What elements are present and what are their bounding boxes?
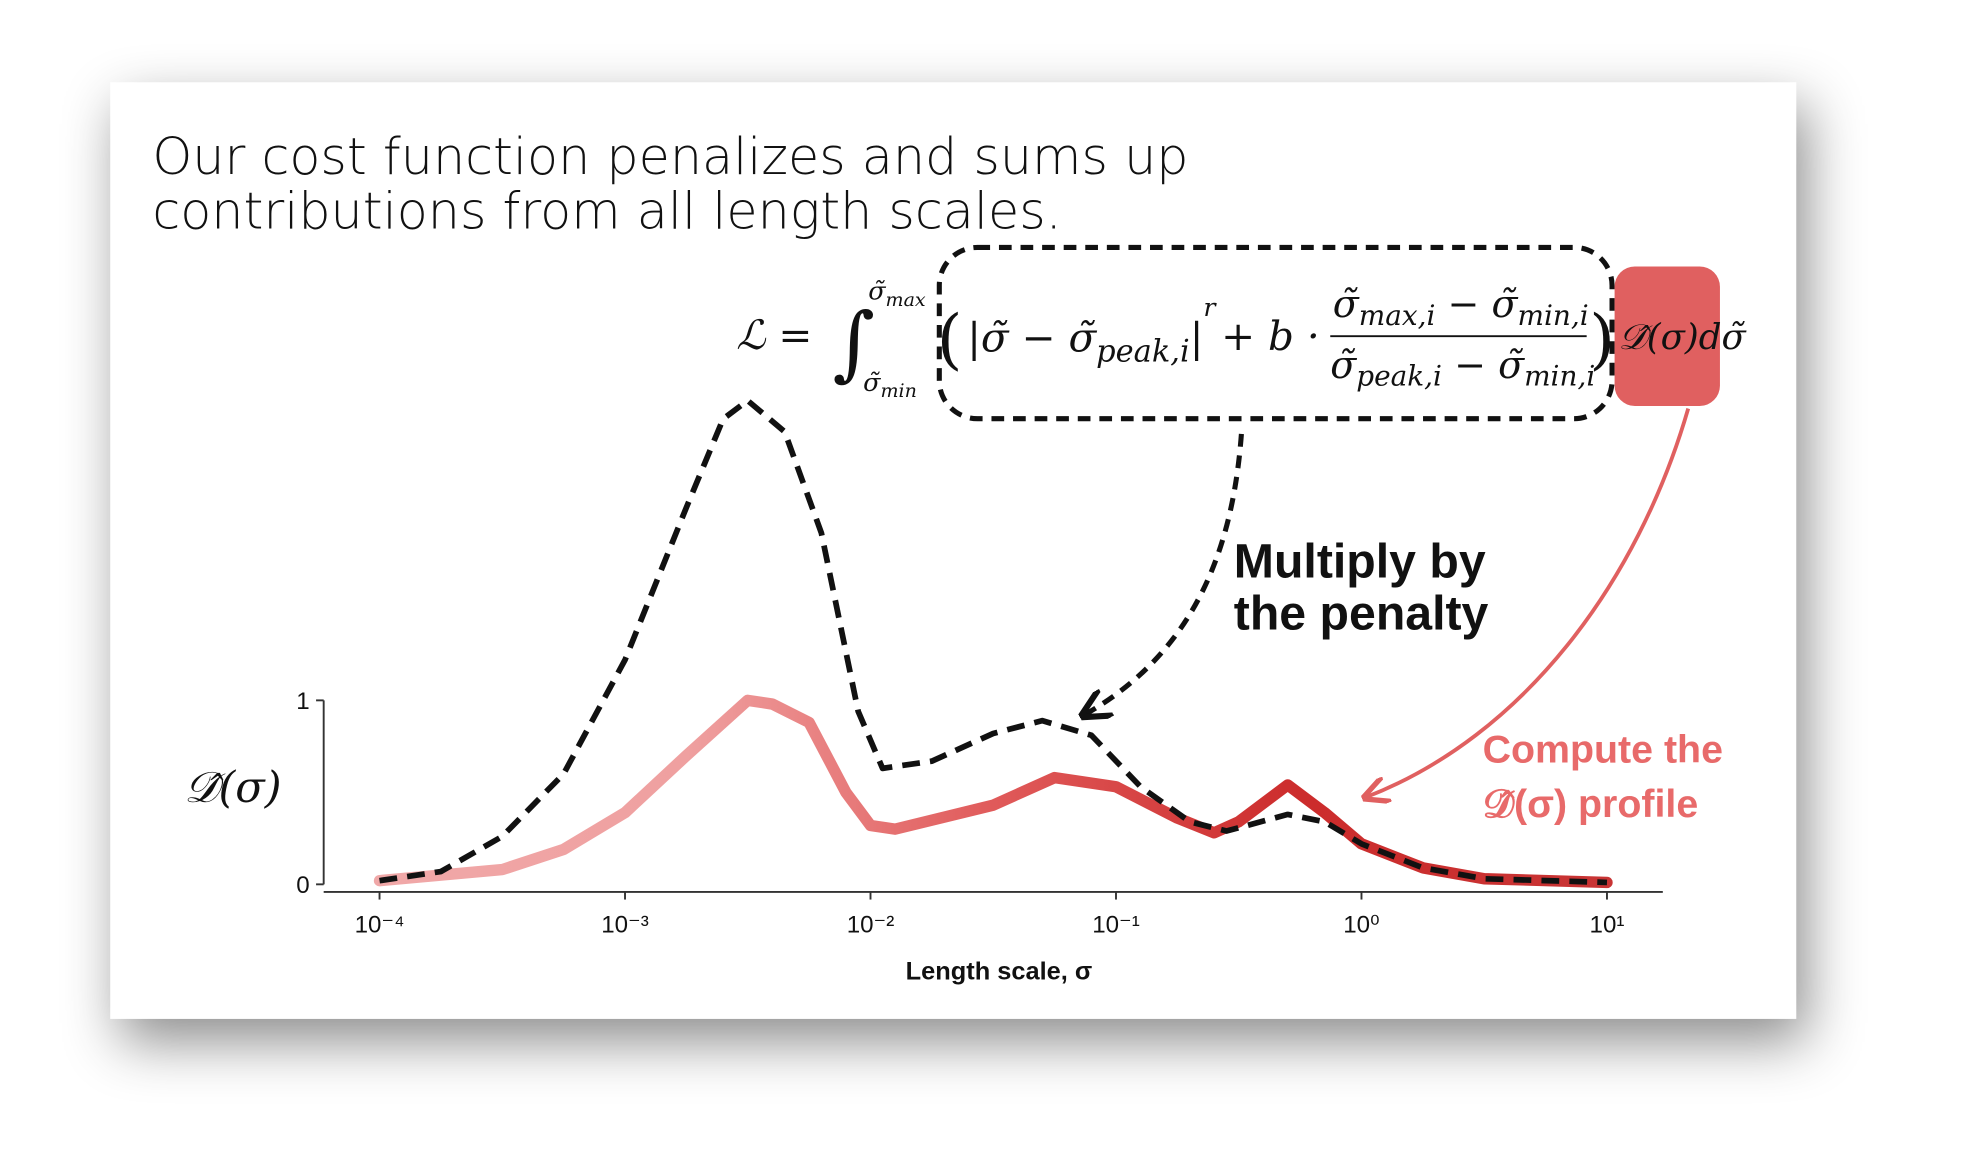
title-line: contributions from all length scales.: [152, 181, 1061, 240]
den-a-sub: peak,i: [1356, 360, 1442, 393]
num-b-sub: min,i: [1518, 299, 1589, 332]
upper-limit: σ̃max: [868, 275, 926, 310]
x-tick-label: 10¹: [1590, 912, 1625, 939]
profile-note: Compute the: [1483, 728, 1723, 772]
plot: 0 1 10⁻⁴ 10⁻³ 10⁻² 10⁻¹ 10⁰ 10¹: [296, 397, 1663, 939]
integral-sign: ∫: [833, 296, 875, 390]
exponent: r: [1203, 292, 1217, 322]
slide-background: [110, 82, 1797, 1019]
num-minus: − σ̃: [1435, 282, 1518, 326]
y-tick-label: 0: [296, 872, 309, 899]
penalty-note: the penalty: [1234, 586, 1489, 640]
x-tick-label: 10⁻⁴: [355, 912, 405, 939]
x-tick-label: 10⁰: [1343, 912, 1379, 939]
abs-sub: peak,i: [1096, 335, 1190, 370]
formula-tail: 𝒟̂(σ)dσ̃: [1618, 317, 1747, 358]
numerator: σ̃max,i − σ̃min,i: [1333, 282, 1589, 332]
profile-box: [1614, 266, 1720, 407]
upper-var: σ̃: [868, 275, 886, 305]
title-line: Our cost function penalizes and sums up: [152, 127, 1188, 186]
abs-close: |: [1190, 313, 1204, 361]
num-a: σ̃: [1333, 282, 1360, 326]
den-a: σ̃: [1330, 343, 1357, 387]
profile-curve: [373, 694, 1613, 889]
formula: ℒ = ∫ σ̃max σ̃min ( |σ̃ − σ̃peak,i|r + b…: [736, 275, 1747, 402]
paren-close: ): [1589, 301, 1615, 378]
x-tick-label: 10⁻¹: [1092, 912, 1140, 939]
denominator: σ̃peak,i − σ̃min,i: [1330, 343, 1595, 393]
x-tick-label: 10⁻³: [601, 912, 649, 939]
penalty-box: [936, 244, 1615, 422]
paren-open: (: [937, 301, 963, 378]
den-b-sub: min,i: [1524, 360, 1595, 393]
x-axis-label: Length scale, σ: [906, 957, 1093, 985]
penalty-note: Multiply by: [1234, 534, 1486, 588]
plus-b: + b ·: [1221, 312, 1320, 360]
y-axis-label: 𝒟̂(σ): [184, 763, 282, 813]
y-tick-label: 1: [296, 688, 309, 715]
x-tick-label: 10⁻²: [847, 912, 895, 939]
lower-limit: σ̃min: [863, 367, 917, 402]
abs-body: |σ̃ − σ̃: [967, 313, 1097, 361]
lower-sub: min: [880, 380, 916, 402]
upper-sub: max: [886, 289, 926, 311]
lower-var: σ̃: [863, 367, 881, 397]
profile-arrow: [1367, 408, 1691, 797]
num-a-sub: max,i: [1359, 299, 1436, 332]
penalty-arrow: [1085, 433, 1244, 714]
penalized-curve: [379, 397, 1608, 886]
formula-lhs: ℒ =: [736, 311, 812, 359]
profile-note: 𝒟̂(σ) profile: [1483, 782, 1699, 826]
abs-term: |σ̃ − σ̃peak,i|r: [967, 292, 1217, 370]
den-minus: − σ̃: [1442, 343, 1525, 387]
